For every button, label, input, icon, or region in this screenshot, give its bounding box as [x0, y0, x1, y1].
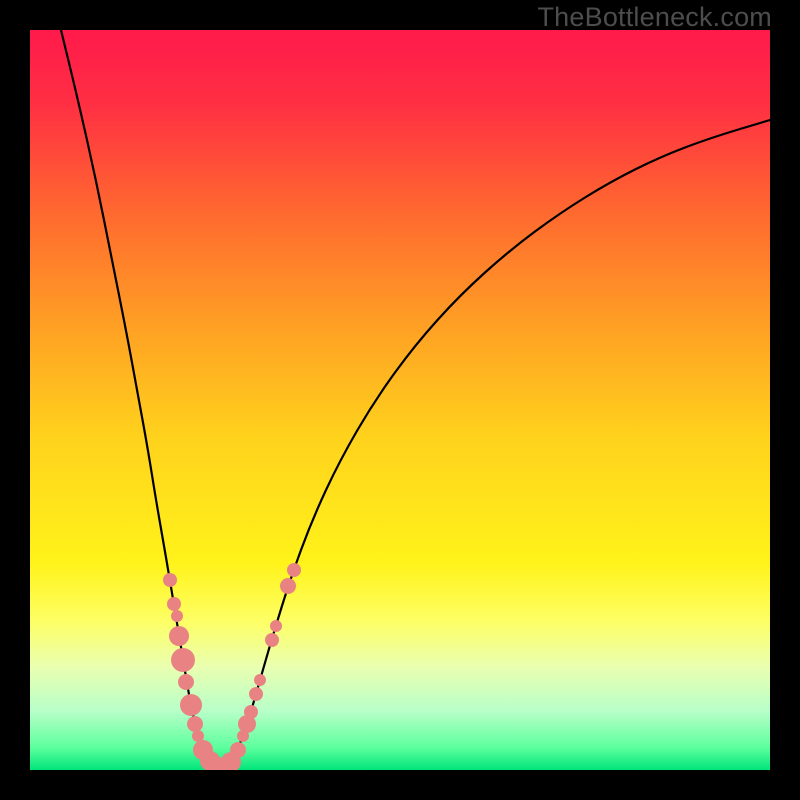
watermark-text: TheBottleneck.com — [537, 2, 772, 33]
marker-left-3 — [169, 626, 189, 646]
marker-left-2 — [171, 610, 183, 622]
curves-layer — [30, 30, 770, 770]
marker-left-7 — [187, 716, 203, 732]
marker-right-8 — [270, 620, 282, 632]
curve-right — [220, 120, 770, 769]
marker-right-10 — [287, 563, 301, 577]
marker-left-5 — [178, 674, 194, 690]
stage: TheBottleneck.com — [0, 0, 800, 800]
marker-right-6 — [254, 674, 266, 686]
plot-area — [30, 30, 770, 770]
marker-left-6 — [180, 694, 202, 716]
marker-right-1 — [230, 742, 246, 758]
marker-left-0 — [163, 573, 177, 587]
marker-right-9 — [280, 578, 296, 594]
marker-left-4 — [171, 648, 195, 672]
marker-right-4 — [244, 705, 258, 719]
marker-right-5 — [249, 687, 263, 701]
marker-right-7 — [265, 633, 279, 647]
curve-left — [61, 30, 220, 769]
marker-left-1 — [167, 597, 181, 611]
